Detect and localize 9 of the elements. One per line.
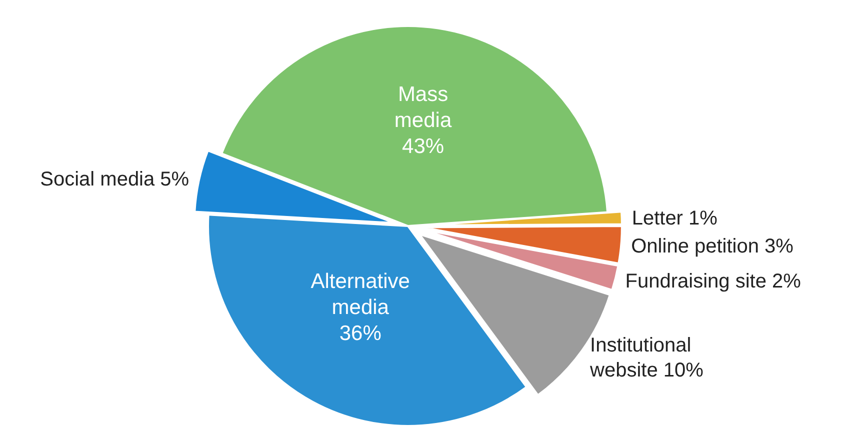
slice-label: Social media 5% xyxy=(40,168,190,190)
slice-label: Institutional website 10% xyxy=(589,334,704,382)
slice-label: Letter 1% xyxy=(632,208,718,230)
slice-label: Alternative media xyxy=(310,270,410,319)
slice-label: Fundraising site 2% xyxy=(625,270,802,292)
slice-label: Mass media xyxy=(394,83,452,132)
data-label: 36% xyxy=(339,322,382,345)
slice-label: Online petition 3% xyxy=(631,236,794,258)
data-label: 43% xyxy=(402,135,444,158)
